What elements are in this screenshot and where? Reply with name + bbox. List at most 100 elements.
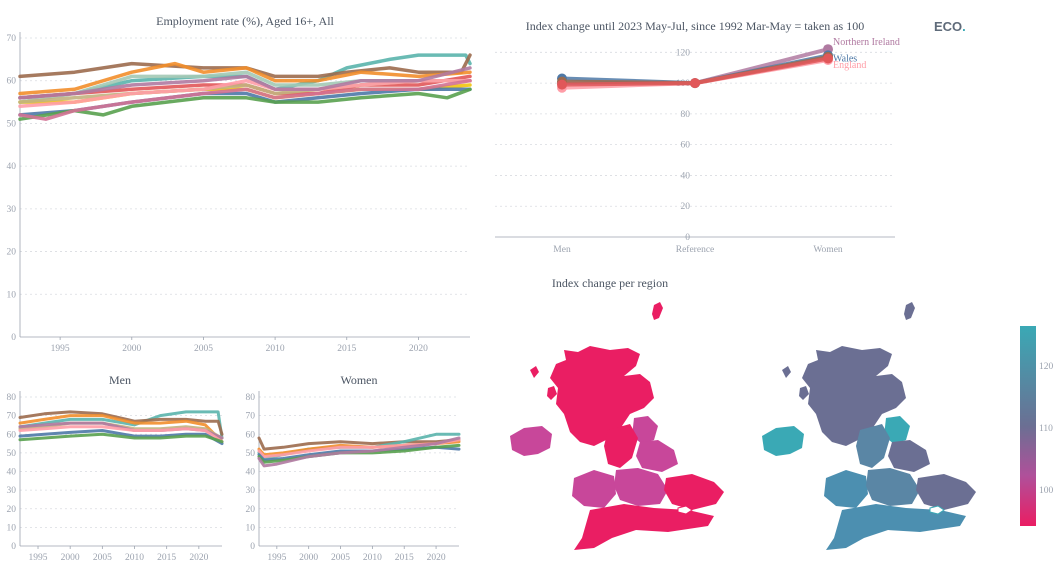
y-tick-label: 70: [246, 412, 256, 422]
men-employment-chart: 0 10 20 30 40 50 60 70 80 1995 2000 2005 2010 2015 202…: [7, 391, 224, 563]
map-region-north-west: [604, 424, 638, 468]
x-tick-label: 1995: [29, 553, 48, 563]
y-tick-label: 60: [681, 141, 691, 151]
y-tick-label: 60: [7, 77, 17, 87]
y-tick-label: 20: [681, 202, 691, 212]
map-region-scotland: [802, 346, 906, 446]
y-tick-label: 30: [246, 486, 256, 496]
y-tick-label: 70: [7, 34, 17, 44]
main-employment-chart: 0 10 20 30 40 50 60 70 1995 2000 2005 2010 2015 2020: [7, 32, 472, 354]
y-tick-label: 50: [246, 449, 256, 459]
y-tick-label: 20: [7, 505, 17, 515]
map-region-yorkshire: [888, 440, 930, 472]
y-tick-label: 40: [7, 468, 17, 478]
map-region-wales: [824, 470, 868, 508]
x-tick-label: 1995: [51, 344, 70, 354]
series-line: [18, 425, 224, 444]
x-tick-label: 2015: [157, 553, 176, 563]
series-line: [257, 436, 461, 451]
series-end-label: Northern Ireland: [833, 37, 900, 48]
legend-tick-label: 100: [1039, 486, 1054, 496]
map-region-south: [574, 504, 714, 550]
men-chart-title: Men: [109, 373, 131, 387]
x-category-label: Women: [813, 245, 843, 255]
index-chart-title: Index change until 2023 May-Jul, since 1…: [526, 19, 864, 33]
x-tick-label: 2015: [337, 344, 356, 354]
map-region-scotland: [550, 346, 654, 446]
y-tick-label: 80: [246, 393, 256, 403]
series-line: [18, 87, 472, 121]
y-tick-label: 70: [7, 412, 17, 422]
brand-logo: ECO.: [934, 19, 966, 34]
map-region-wales: [572, 470, 616, 508]
map-region-midlands: [614, 468, 668, 506]
series-line: [18, 78, 472, 109]
x-tick-label: 2005: [194, 344, 213, 354]
series-line: [18, 53, 472, 79]
series-line: [18, 429, 224, 446]
index-point: [690, 78, 700, 89]
y-tick-label: 120: [676, 48, 691, 58]
legend-tick-label: 110: [1039, 424, 1053, 434]
series-line: [18, 61, 472, 96]
y-tick-label: 40: [246, 468, 256, 478]
maps-title: Index change per region: [552, 276, 668, 290]
y-tick-label: 10: [7, 290, 17, 300]
index-point: [557, 79, 567, 90]
y-tick-label: 80: [681, 110, 691, 120]
x-tick-label: 2020: [189, 553, 208, 563]
y-tick-label: 20: [246, 505, 256, 515]
x-tick-label: 2005: [93, 553, 112, 563]
series-line: [18, 432, 224, 444]
map-region-northern-ireland: [762, 426, 804, 456]
index-point: [823, 53, 833, 64]
legend-tick-label: 120: [1039, 362, 1054, 372]
map-region-london: [929, 505, 945, 515]
series-end-label: England: [833, 60, 866, 71]
map-region-scotland-isles: [530, 362, 570, 400]
x-tick-label: 1995: [267, 553, 286, 563]
map-region-east: [664, 474, 724, 510]
y-tick-label: 10: [246, 523, 256, 533]
map-shetland: [904, 302, 915, 320]
map-region-north-east: [632, 416, 658, 444]
x-tick-label: 2015: [395, 553, 414, 563]
map-region-northern-ireland: [510, 426, 552, 456]
women-chart-title: Women: [340, 373, 377, 387]
y-tick-label: 80: [7, 393, 17, 403]
y-tick-label: 10: [7, 523, 17, 533]
y-tick-label: 60: [7, 430, 17, 440]
logo-dot: .: [962, 19, 966, 34]
women-employment-chart: 0 10 20 30 40 50 60 70 80 1995 2000 2005 2010 2015 202…: [246, 391, 461, 563]
y-tick-label: 0: [11, 542, 16, 552]
x-tick-label: 2020: [409, 344, 428, 354]
map-region-london: [677, 505, 693, 515]
map-region-north-east: [884, 416, 910, 444]
main-chart-title: Employment rate (%), Aged 16+, All: [156, 14, 334, 28]
y-tick-label: 0: [250, 542, 255, 552]
series-line: [18, 414, 224, 444]
x-tick-label: 2005: [331, 553, 350, 563]
series-line: [257, 436, 461, 468]
map-region-scotland-isles: [782, 362, 822, 400]
y-tick-label: 30: [7, 205, 17, 215]
map-region-yorkshire: [636, 440, 678, 472]
uk-map-men: [510, 302, 724, 550]
map-region-midlands: [866, 468, 920, 506]
y-tick-label: 50: [7, 449, 17, 459]
map-shetland: [652, 302, 663, 320]
uk-map-women: [762, 302, 976, 550]
series-line: [18, 410, 224, 436]
logo-text: ECO: [934, 19, 962, 34]
x-category-label: Men: [553, 245, 571, 255]
x-tick-label: 2000: [61, 553, 80, 563]
map-region-east: [916, 474, 976, 510]
map-color-legend: 120 110 100: [1020, 326, 1054, 526]
legend-gradient-bar: [1020, 326, 1036, 526]
series-end-label: Wales: [833, 53, 857, 64]
y-tick-label: 20: [7, 248, 17, 258]
y-tick-label: 50: [7, 119, 17, 129]
x-tick-label: 2000: [122, 344, 141, 354]
